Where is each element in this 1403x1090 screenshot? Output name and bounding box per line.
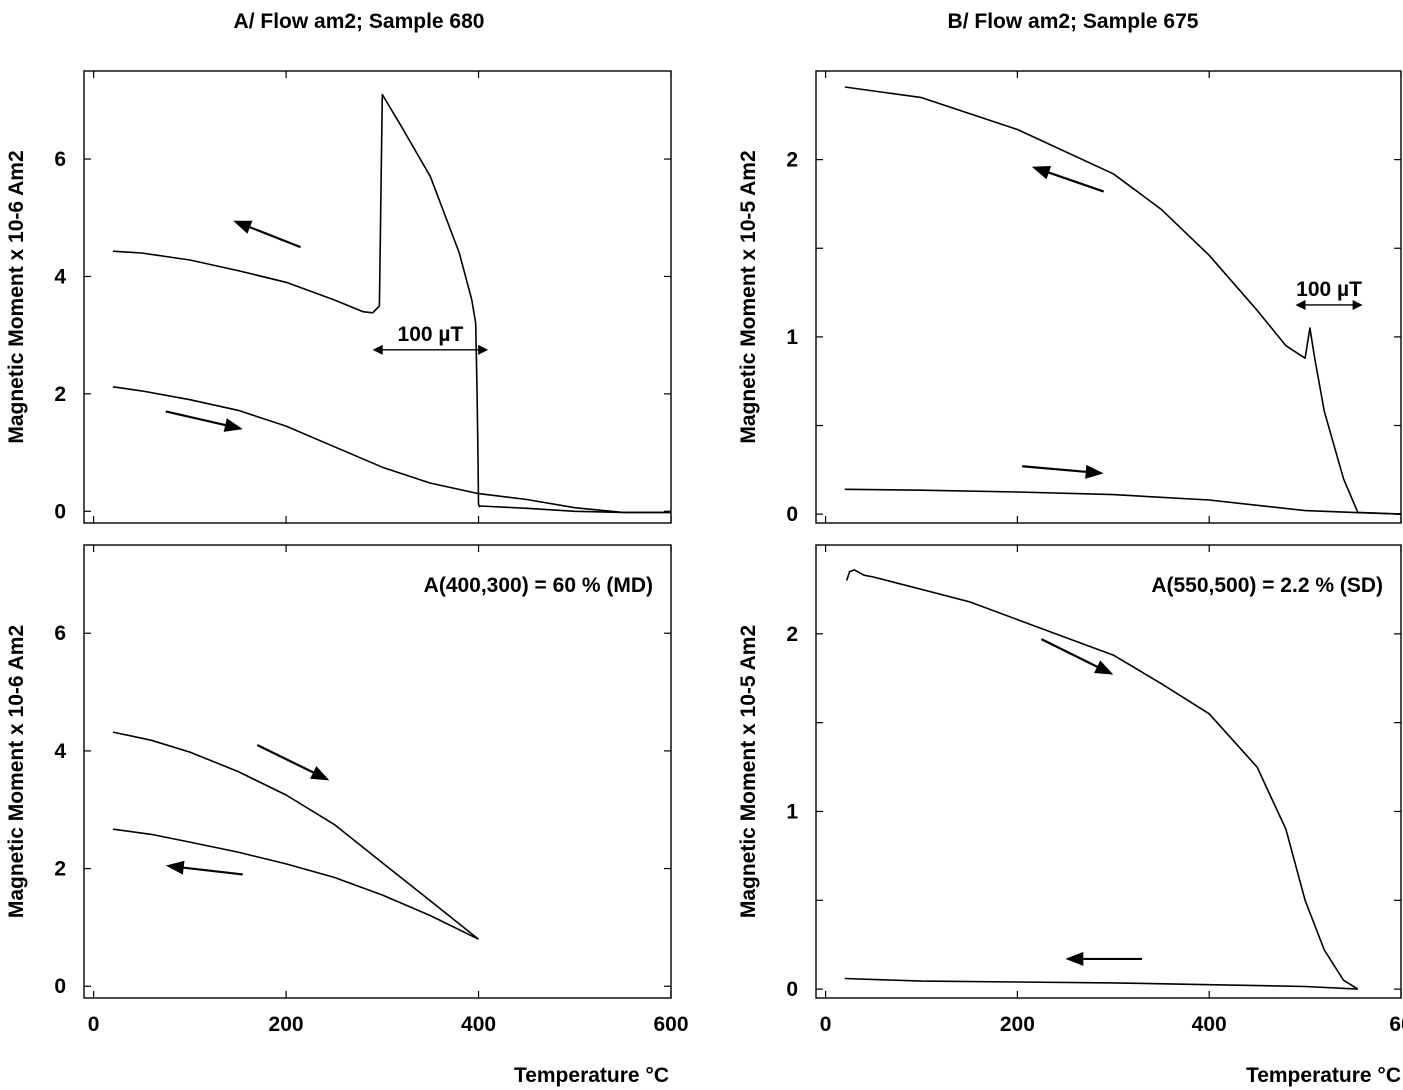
direction-arrow-shaft (165, 410, 226, 427)
plot-a-top: 0 2 4 6 Magnetic Moment x 10-6 Am2 100 µT (5, 70, 672, 524)
x-axis-label-a: Temperature °C (514, 1064, 669, 1087)
y-tick-label: 6 (54, 148, 66, 171)
series-line (844, 86, 1402, 515)
series-line (112, 93, 671, 514)
panel-a-title: A/ Flow am2; Sample 680 (234, 10, 485, 33)
x-tick-label: 60 (1389, 1013, 1403, 1036)
field-range-head (1295, 299, 1306, 310)
x-tick-label: 200 (269, 1013, 304, 1036)
series-line (112, 731, 479, 940)
field-label: 100 µT (398, 323, 464, 346)
direction-arrow-head (233, 220, 253, 234)
direction-arrow-shaft (1022, 465, 1086, 473)
direction-arrow-shaft (256, 744, 314, 774)
plot-frame (83, 544, 672, 999)
series-line (112, 828, 479, 940)
panel-b-title: B/ Flow am2; Sample 675 (948, 10, 1199, 33)
direction-arrow-head (1085, 464, 1104, 479)
field-label: 100 µT (1296, 278, 1362, 301)
direction-arrow-head (223, 418, 243, 432)
direction-arrow-shaft (1048, 171, 1105, 193)
y-tick-label: 0 (54, 975, 66, 998)
direction-arrow-shaft (183, 866, 243, 876)
direction-arrow-head (165, 860, 185, 875)
field-range-head (372, 344, 383, 355)
x-axis-label-b: Temperature °C (1246, 1064, 1401, 1087)
y-tick-label: 2 (786, 149, 798, 172)
y-tick-label: 4 (54, 265, 66, 288)
y-tick-label: 2 (54, 383, 66, 406)
plot-a-bottom: 0 200 400 600 0 2 4 6 Magnetic Moment x 10-6 Am2… (5, 544, 689, 1036)
y-tick-label: 2 (54, 858, 66, 881)
direction-arrow-head (1065, 951, 1084, 966)
x-tick-label: 400 (461, 1013, 496, 1036)
direction-arrow-head (1094, 660, 1114, 675)
y-tick-label: 1 (786, 800, 798, 823)
direction-arrow-shaft (1040, 638, 1098, 668)
y-axis-label: Magnetic Moment x 10-5 Am2 (737, 150, 760, 443)
y-tick-label: 0 (786, 503, 798, 526)
direction-arrow-head (310, 766, 330, 781)
y-tick-label: 6 (54, 622, 66, 645)
plot-frame (815, 544, 1402, 999)
series-line (844, 488, 1402, 515)
plot-frame (83, 70, 672, 524)
x-tick-label: 400 (1192, 1013, 1227, 1036)
y-axis-label: Magnetic Moment x 10-5 Am2 (737, 625, 760, 918)
field-range-head (478, 344, 489, 355)
ratio-annotation: A(550,500) = 2.2 % (SD) (1151, 574, 1383, 597)
y-axis-label: Magnetic Moment x 10-6 Am2 (5, 150, 28, 443)
plot-b-top: 0 1 2 Magnetic Moment x 10-5 Am2 100 µT (737, 70, 1402, 526)
x-tick-label: 0 (88, 1013, 100, 1036)
x-tick-label: 0 (820, 1013, 832, 1036)
direction-arrow-head (1031, 165, 1052, 180)
plot-b-bottom: 020040060012Magnetic Moment x 10-5 Am2A(… (737, 544, 1403, 1036)
y-tick-label: 2 (786, 623, 798, 646)
y-tick-label: 1 (786, 326, 798, 349)
y-tick-label: 0 (786, 978, 798, 1001)
ratio-annotation: A(400,300) = 60 % (MD) (424, 574, 653, 597)
series-line (845, 569, 1359, 990)
y-tick-label: 0 (54, 500, 66, 523)
plot-frame (815, 70, 1402, 524)
y-axis-label: Magnetic Moment x 10-6 Am2 (5, 625, 28, 918)
series-line (112, 386, 671, 514)
x-tick-label: 200 (1000, 1013, 1035, 1036)
series-line (844, 977, 1358, 990)
direction-arrow-shaft (249, 226, 301, 249)
y-tick-label: 4 (54, 740, 66, 763)
x-tick-label: 600 (653, 1013, 688, 1036)
field-range-head (1352, 299, 1363, 310)
